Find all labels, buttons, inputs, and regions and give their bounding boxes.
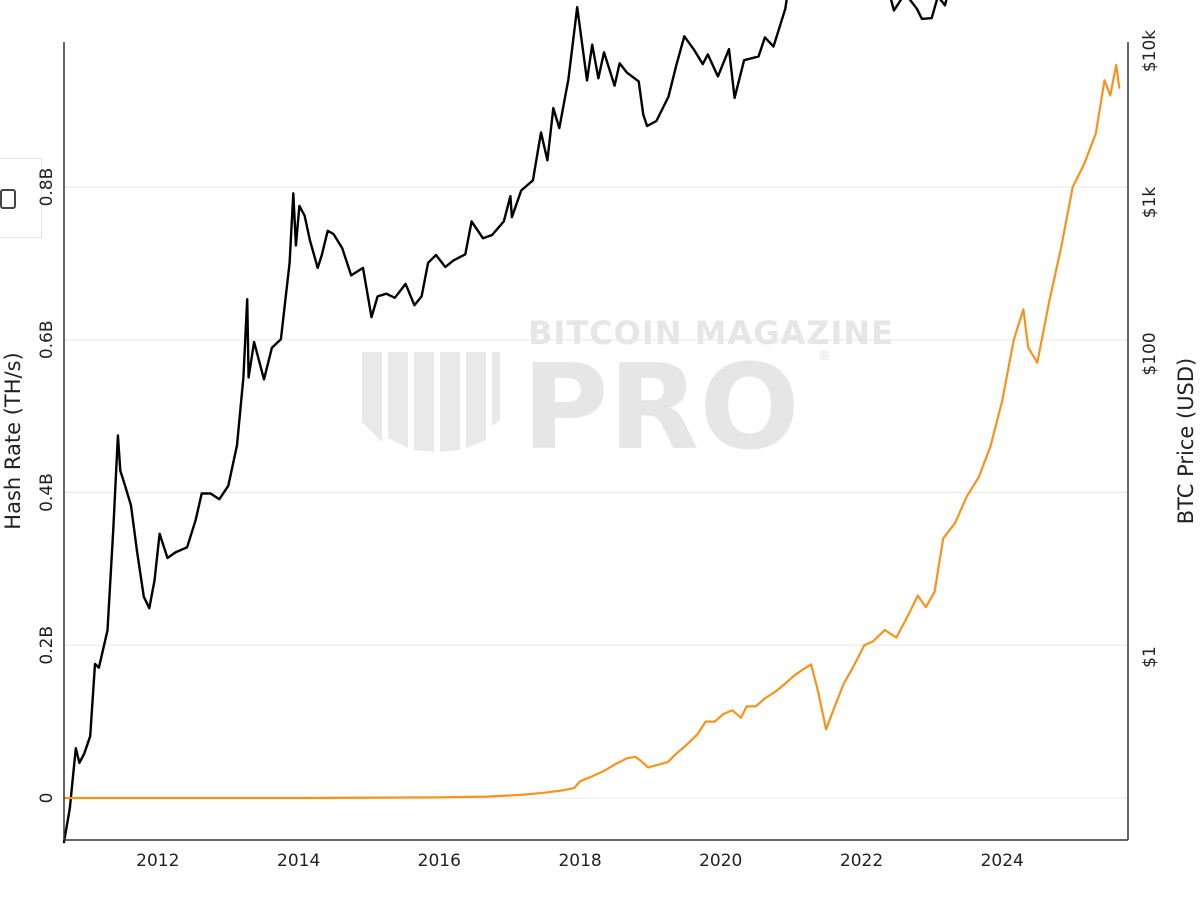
y-left-tick-1: 0.2B (37, 626, 57, 665)
hash-rate-line (62, 63, 1121, 800)
x-tick-2018: 2018 (558, 851, 601, 871)
y-right-tick-1: $100 (1140, 332, 1160, 375)
watermark: BITCOIN MAGAZINE PRO ® (362, 314, 894, 476)
y-right-tick-3: $10k (1140, 30, 1160, 72)
watermark-logo-icon (362, 352, 500, 452)
x-tick-2022: 2022 (840, 851, 883, 871)
x-tick-2012: 2012 (136, 851, 179, 871)
y-left-tick-4: 0.8B (37, 168, 57, 207)
x-tick-2024: 2024 (981, 851, 1024, 871)
y-right-tick-0: $1 (1140, 646, 1160, 668)
series-layer (62, 0, 1121, 844)
y-left-ticks: 0 0.2B 0.4B 0.6B 0.8B (37, 168, 57, 804)
y-left-tick-2: 0.4B (37, 473, 57, 512)
y-left-tick-0: 0 (37, 793, 57, 804)
chart-tool-panel[interactable] (0, 158, 42, 238)
plot-frame (63, 42, 1129, 841)
watermark-registered: ® (818, 349, 831, 364)
y-left-axis-title: Hash Rate (TH/s) (1, 352, 25, 529)
x-tick-2020: 2020 (699, 851, 742, 871)
watermark-line2: PRO (522, 338, 800, 476)
toggle-box-icon[interactable] (0, 189, 16, 209)
watermark-line1: BITCOIN MAGAZINE (528, 314, 894, 352)
y-left-tick-3: 0.6B (37, 320, 57, 359)
y-right-ticks: $1$100$1k$10k$100k (1140, 30, 1160, 668)
x-tick-2016: 2016 (418, 851, 461, 871)
x-axis-ticks: 2012 2014 2016 2018 2020 2022 2024 (136, 851, 1024, 871)
y-right-tick-2: $1k (1140, 187, 1160, 219)
x-tick-2014: 2014 (277, 851, 320, 871)
btc-price-line (62, 0, 948, 844)
y-right-axis-title: BTC Price (USD) (1174, 358, 1198, 525)
